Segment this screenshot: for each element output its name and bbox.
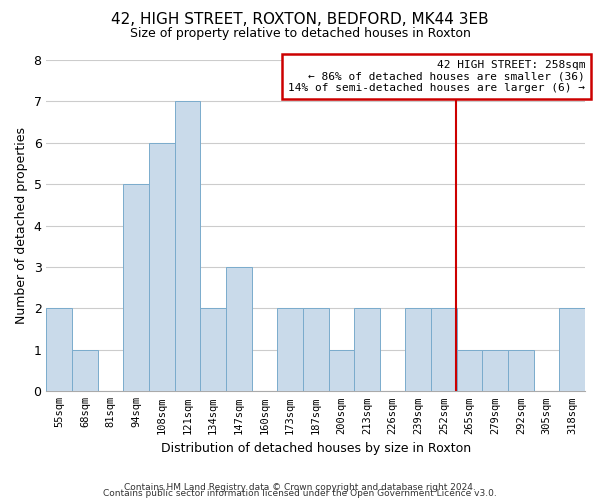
Bar <box>200 308 226 392</box>
Bar <box>149 143 175 392</box>
Y-axis label: Number of detached properties: Number of detached properties <box>15 127 28 324</box>
X-axis label: Distribution of detached houses by size in Roxton: Distribution of detached houses by size … <box>161 442 471 455</box>
Bar <box>175 102 200 392</box>
Bar <box>329 350 354 392</box>
Bar <box>457 350 482 392</box>
Bar <box>303 308 329 392</box>
Bar <box>124 184 149 392</box>
Text: Contains HM Land Registry data © Crown copyright and database right 2024.: Contains HM Land Registry data © Crown c… <box>124 484 476 492</box>
Bar <box>46 308 72 392</box>
Bar <box>277 308 303 392</box>
Text: Size of property relative to detached houses in Roxton: Size of property relative to detached ho… <box>130 28 470 40</box>
Bar <box>72 350 98 392</box>
Bar <box>354 308 380 392</box>
Bar <box>482 350 508 392</box>
Text: Contains public sector information licensed under the Open Government Licence v3: Contains public sector information licen… <box>103 490 497 498</box>
Bar <box>508 350 534 392</box>
Text: 42 HIGH STREET: 258sqm
← 86% of detached houses are smaller (36)
14% of semi-det: 42 HIGH STREET: 258sqm ← 86% of detached… <box>288 60 585 93</box>
Bar <box>406 308 431 392</box>
Bar <box>559 308 585 392</box>
Bar <box>431 308 457 392</box>
Bar <box>226 267 251 392</box>
Text: 42, HIGH STREET, ROXTON, BEDFORD, MK44 3EB: 42, HIGH STREET, ROXTON, BEDFORD, MK44 3… <box>111 12 489 28</box>
